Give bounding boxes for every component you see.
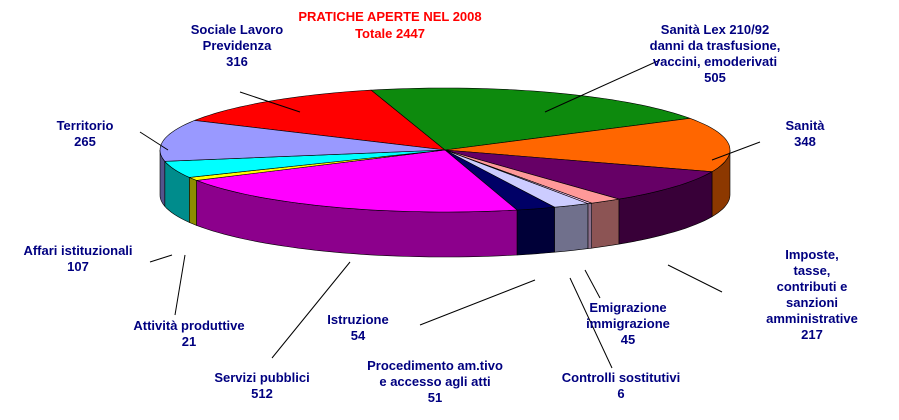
pie-slice — [444, 149, 714, 200]
value-label: 505 — [704, 70, 726, 85]
slice-label: Affari istituzionali 107 — [23, 243, 132, 275]
slice-label: Imposte, tasse, contributi e sanzioni am… — [766, 247, 858, 343]
category-label: Territorio — [56, 118, 114, 133]
category-label: Sociale Lavoro Previdenza — [190, 22, 284, 53]
value-label: 217 — [801, 327, 823, 342]
slice-label: Procedimento am.tivo e accesso agli atti… — [367, 358, 503, 406]
pie-side — [587, 202, 592, 249]
leader-line — [239, 91, 301, 113]
pie-slice — [164, 149, 446, 178]
value-label: 265 — [74, 134, 96, 149]
category-label: Sanità Lex 210/92 danni da trasfusione, … — [649, 22, 781, 69]
leader-line — [544, 59, 661, 113]
value-label: 45 — [620, 332, 636, 347]
leader-line — [667, 264, 723, 293]
pie-slice — [444, 117, 731, 173]
value-label: 348 — [794, 134, 816, 149]
category-label: Sanità — [785, 118, 825, 133]
pie-slice — [196, 149, 518, 213]
category-label: Imposte, tasse, contributi e sanzioni am… — [766, 247, 858, 326]
slice-label: Controlli sostitutivi 6 — [562, 370, 680, 402]
leader-line — [419, 279, 536, 326]
category-label: Procedimento am.tivo e accesso agli atti — [367, 358, 503, 389]
value-label: 107 — [67, 259, 89, 274]
pie-side — [591, 198, 620, 249]
leader-line — [584, 269, 601, 299]
pie-slice — [159, 120, 446, 162]
category-label: Istruzione — [327, 312, 389, 327]
leader-line — [139, 131, 169, 151]
category-label: Controlli sostitutivi — [561, 370, 681, 385]
category-label: Emigrazione immigrazione — [586, 300, 670, 331]
value-label: 512 — [251, 386, 273, 401]
category-label: Attività produttive — [133, 318, 245, 333]
slice-label: Servizi pubblici 512 — [214, 370, 309, 402]
slice-label: Sociale Lavoro Previdenza 316 — [191, 22, 283, 70]
chart-subtitle: Totale 2447 — [355, 26, 425, 41]
pie-slice — [370, 87, 691, 151]
leader-line — [569, 277, 613, 369]
value-label: 6 — [617, 386, 625, 401]
slice-label: Sanità 348 — [785, 118, 824, 150]
leader-line — [149, 254, 173, 263]
category-label: Affari istituzionali — [23, 243, 133, 258]
title-block: PRATICHE APERTE NEL 2008 Totale 2447 — [298, 8, 481, 42]
slice-label: Istruzione 54 — [327, 312, 388, 344]
value-label: 21 — [181, 334, 197, 349]
slice-label: Territorio 265 — [57, 118, 114, 150]
value-label: 54 — [350, 328, 366, 343]
leader-line — [711, 141, 761, 161]
slice-label: Emigrazione immigrazione 45 — [586, 300, 670, 348]
leader-line — [271, 261, 351, 359]
leader-line — [174, 254, 186, 316]
pie-side — [554, 203, 589, 253]
pie-side — [516, 206, 555, 256]
category-label: Servizi pubblici — [214, 370, 310, 385]
slice-label: Attività produttive 21 — [133, 318, 244, 350]
chart-title: PRATICHE APERTE NEL 2008 — [298, 9, 482, 24]
pie-side — [189, 176, 197, 226]
value-label: 316 — [226, 54, 248, 69]
slice-label: Sanità Lex 210/92 danni da trasfusione, … — [650, 22, 781, 86]
value-label: 51 — [427, 390, 443, 405]
